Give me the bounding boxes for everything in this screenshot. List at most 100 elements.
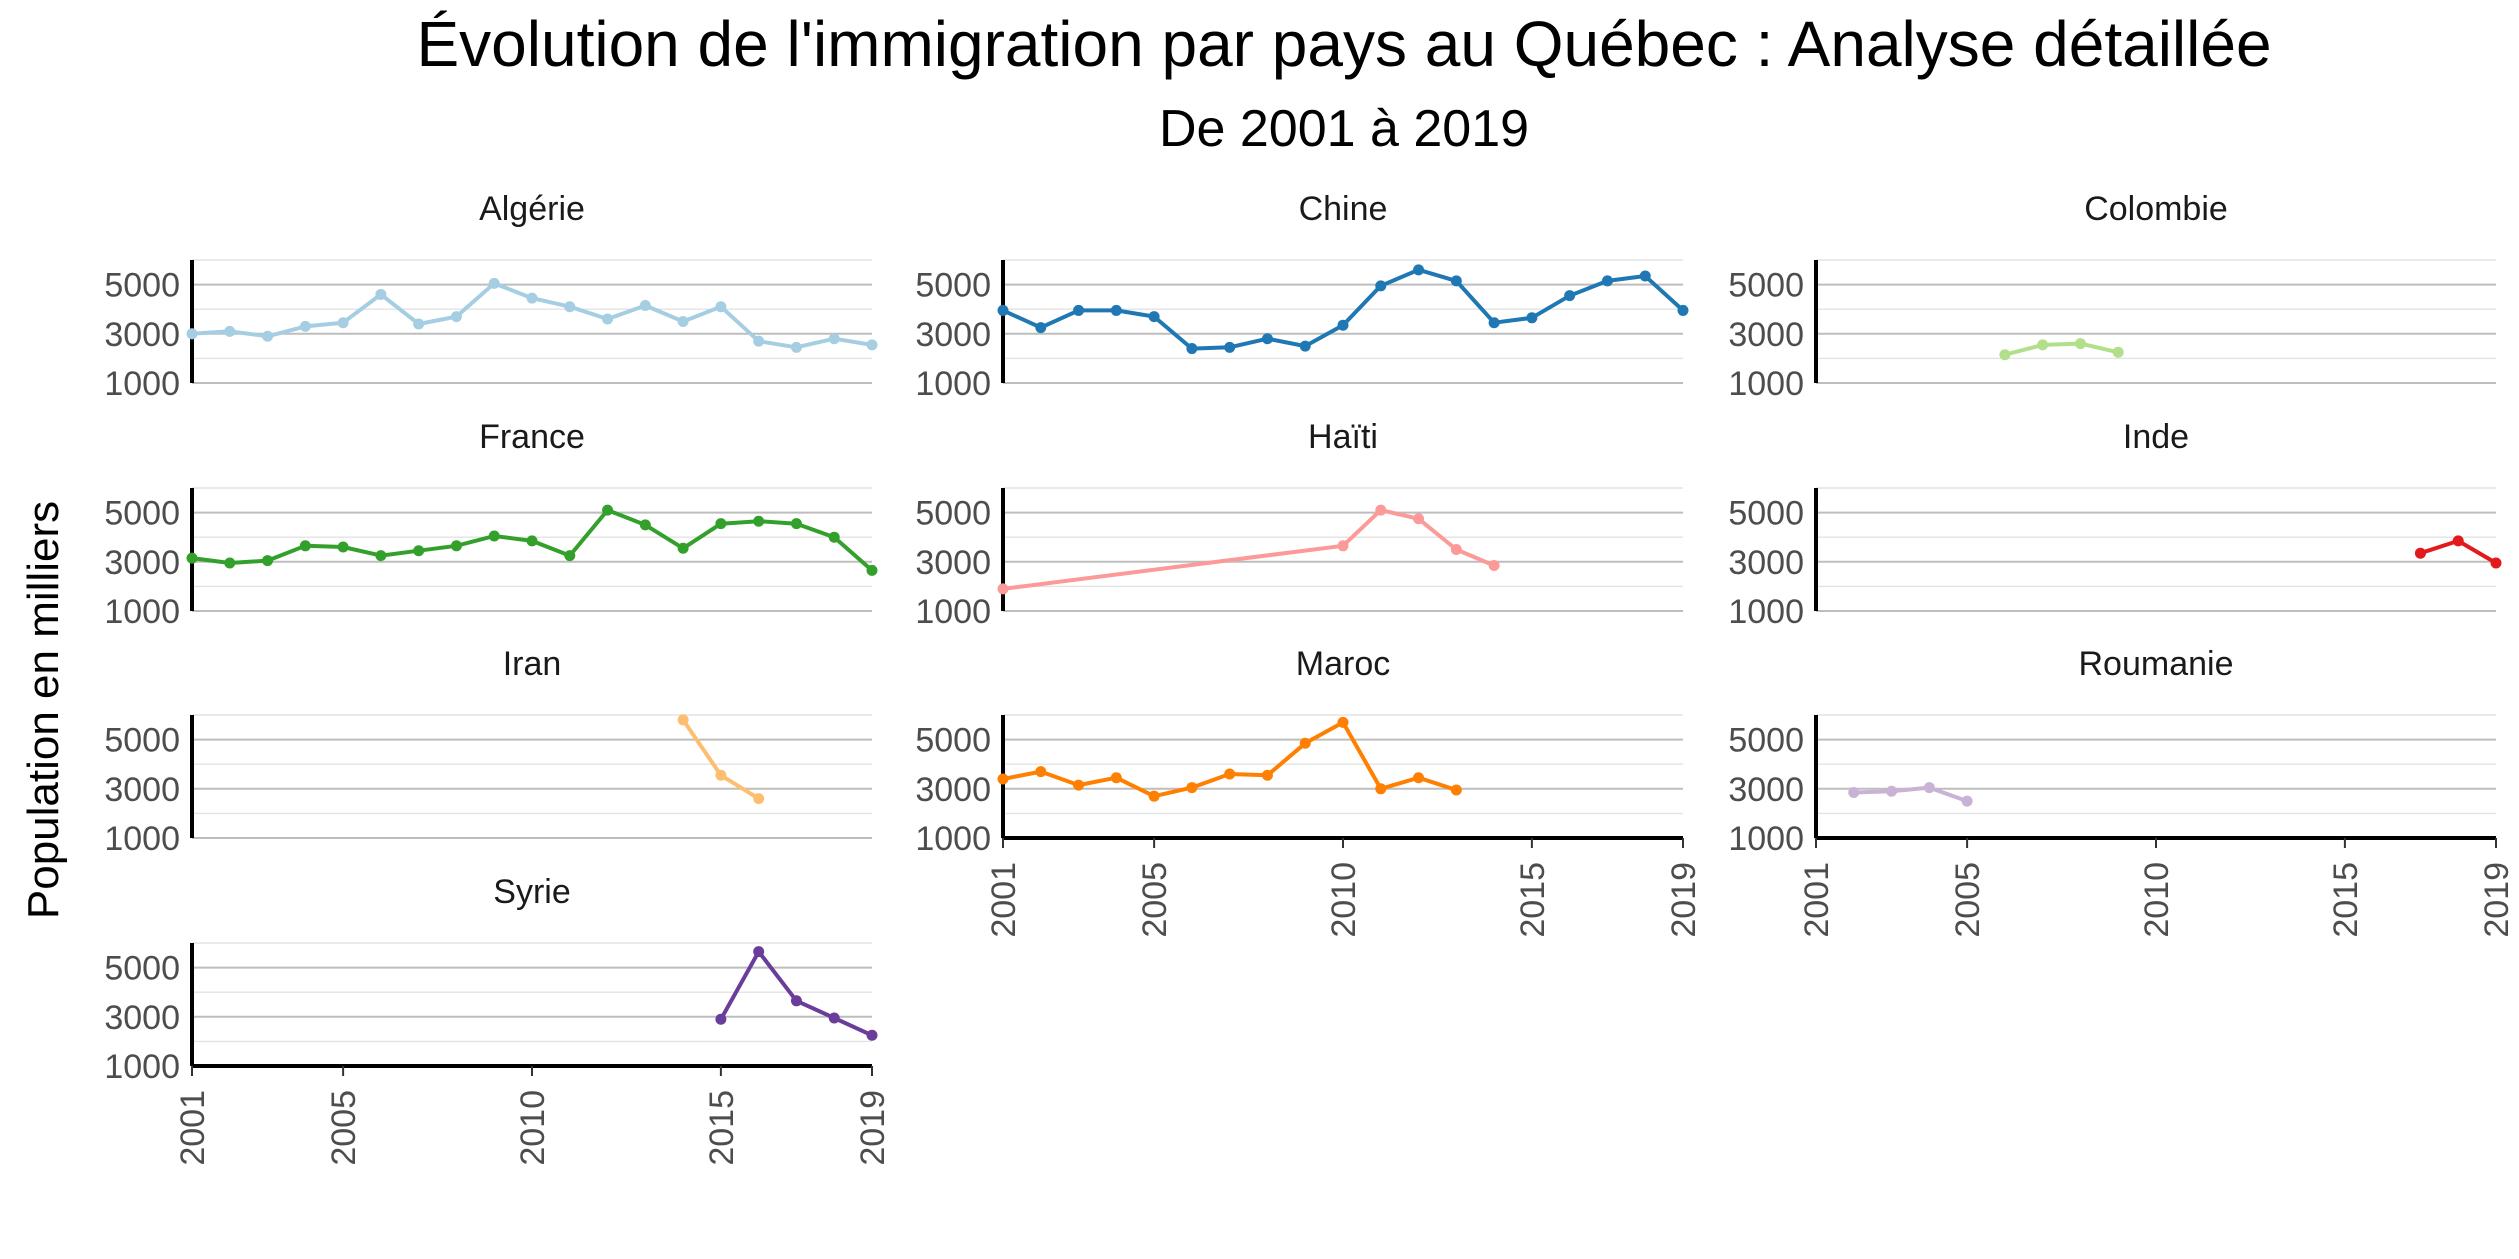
data-point-algerie [299,320,311,332]
panel-iran: Iran 1000 3000 5000 [104,645,872,858]
y-tick-label: 5000 [104,722,180,760]
y-tick-label: 3000 [104,544,180,582]
data-point-algerie [450,311,462,323]
data-point-inde [2452,535,2464,547]
panel-syrie: Syrie 1000 3000 5000 2001 2005 2010 2015 2019 [104,873,892,1166]
data-point-france [790,518,802,530]
data-point-roumanie [1961,795,1973,807]
data-point-france [715,518,727,530]
data-point-france [375,550,387,562]
y-tick-label: 5000 [1728,722,1804,760]
y-tick-label: 1000 [1728,365,1804,403]
y-tick-label: 5000 [104,495,180,533]
data-point-algerie [375,288,387,300]
data-point-chine [997,304,1009,316]
series-line-syrie [718,949,874,1038]
data-point-roumanie [1886,785,1898,797]
data-point-haiti [1413,513,1425,525]
data-point-algerie [602,313,614,325]
facet-label-france: France [479,418,585,456]
y-tick-label: 5000 [104,267,180,305]
data-point-chine [1639,270,1651,282]
y-tick-label: 1000 [1728,820,1804,858]
x-tick-label: 2015 [1514,862,1552,938]
series-line-maroc [1001,720,1459,799]
data-point-iran [753,793,765,805]
y-tick-label: 1000 [104,593,180,631]
data-point-colombie [2112,346,2124,358]
data-point-maroc [1073,779,1085,791]
data-point-haiti [1488,559,1500,571]
data-point-chine [1186,343,1198,355]
data-point-haiti [1375,504,1387,516]
y-tick-label: 3000 [104,771,180,809]
data-point-chine [1337,319,1349,331]
panel-inde: Inde 1000 3000 5000 [1728,418,2502,631]
data-point-syrie [790,995,802,1007]
data-point-algerie [186,328,198,340]
x-tick-label: 2001 [174,1090,212,1166]
panel-colombie: Colombie 1000 3000 5000 [1728,190,2496,403]
y-tick-label: 3000 [915,316,991,354]
data-point-maroc [1035,766,1047,778]
y-tick-label: 5000 [915,722,991,760]
data-point-chine [1677,304,1689,316]
data-point-maroc [997,773,1009,785]
facet-label-syrie: Syrie [493,873,570,911]
data-point-maroc [1110,772,1122,784]
facet-label-maroc: Maroc [1296,645,1390,683]
data-point-algerie [564,301,576,313]
data-point-maroc [1261,769,1273,781]
data-point-france [602,504,614,516]
facet-label-iran: Iran [503,645,562,683]
data-point-france [224,557,236,569]
series-line-iran [681,717,761,801]
series-line-roumanie [1851,785,1970,804]
data-point-france [299,540,311,552]
data-point-maroc [1375,783,1387,795]
chart-title: Évolution de l'immigration par pays au Q… [416,8,2271,80]
x-tick-label: 2010 [2138,862,2176,938]
facet-label-algerie: Algérie [479,190,585,228]
panel-roumanie: Roumanie 1000 3000 5000 2001 2005 2010 2015 2019 [1728,645,2516,938]
data-point-chine [1148,311,1160,323]
data-point-france [450,540,462,552]
data-point-chine [1526,312,1538,324]
data-point-france [639,519,651,531]
facet-label-haiti: Haïti [1308,418,1378,456]
data-point-france [677,542,689,554]
data-point-maroc [1186,782,1198,794]
data-point-inde [2414,547,2426,559]
x-tick-label: 2015 [703,1090,741,1166]
y-tick-label: 5000 [104,950,180,988]
data-point-algerie [866,339,878,351]
panel-haiti: Haïti 1000 3000 5000 [915,418,1683,631]
data-point-france [828,531,840,543]
data-point-haiti [1450,544,1462,555]
data-point-france [526,535,538,547]
data-point-maroc [1148,790,1160,802]
data-point-maroc [1224,768,1236,780]
data-point-france [753,515,765,527]
data-point-algerie [677,316,689,327]
data-point-algerie [715,301,727,313]
y-tick-label: 3000 [915,771,991,809]
y-tick-label: 5000 [915,267,991,305]
x-tick-label: 2005 [1136,862,1174,938]
y-tick-label: 3000 [104,999,180,1037]
x-tick-label: 2019 [854,1090,892,1166]
data-point-maroc [1413,772,1425,784]
data-point-syrie [828,1012,840,1024]
data-point-maroc [1450,784,1462,796]
panel-france: France 1000 3000 5000 [104,418,878,631]
data-point-chine [1073,304,1085,316]
data-point-chine [1601,275,1613,287]
series-line-haiti [1001,508,1497,591]
data-point-france [866,564,878,576]
y-tick-label: 1000 [915,365,991,403]
data-point-algerie [488,277,500,289]
y-tick-label: 3000 [915,544,991,582]
y-tick-label: 3000 [104,316,180,354]
data-point-algerie [753,335,765,347]
x-tick-label: 2019 [1665,862,1703,938]
